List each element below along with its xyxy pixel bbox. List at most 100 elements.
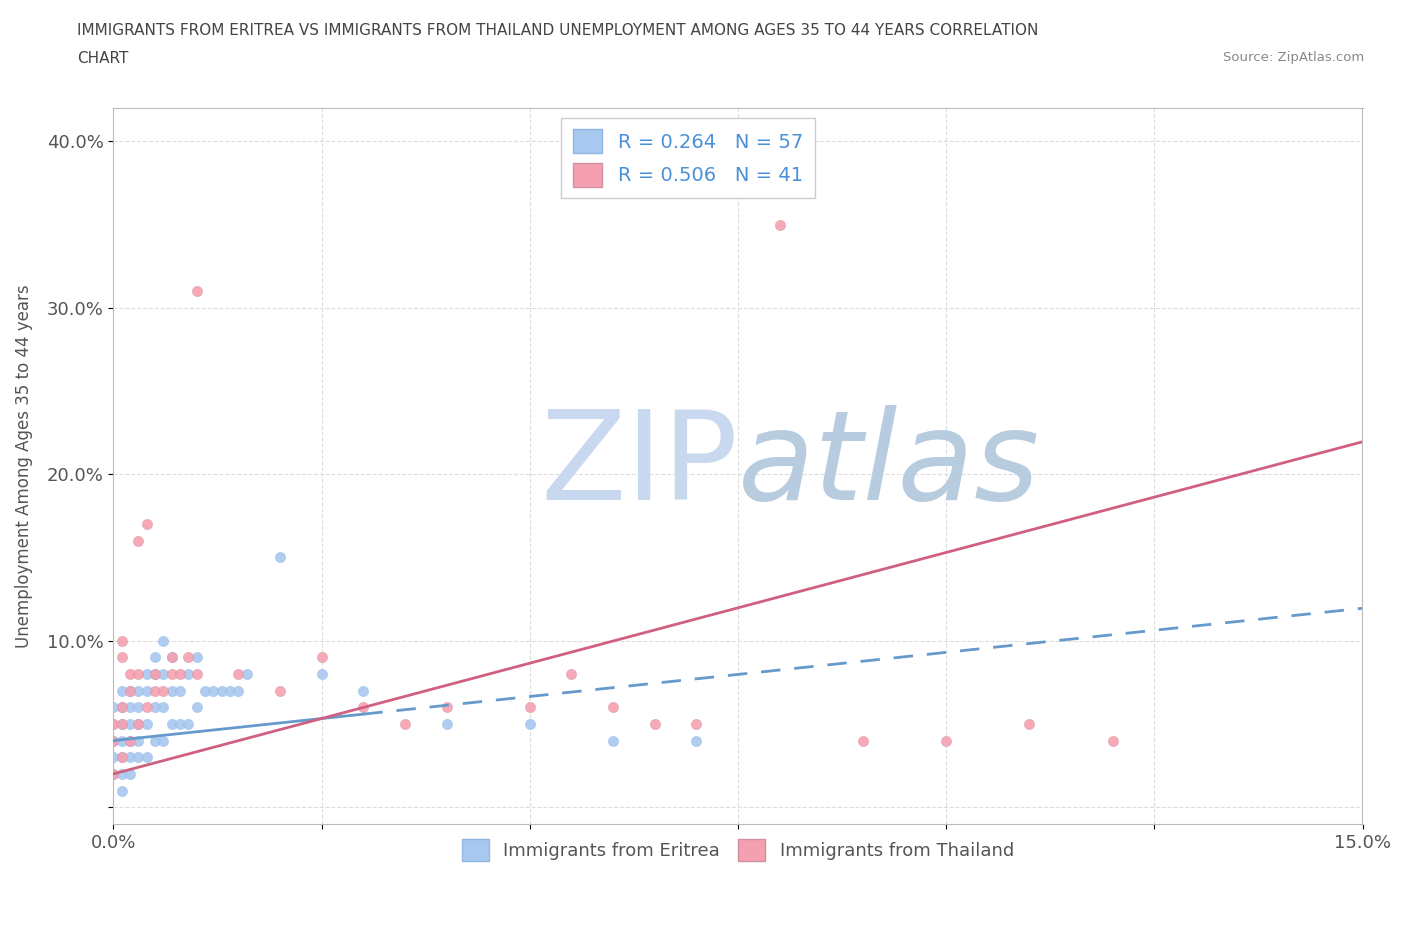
Point [111,650,134,665]
Point [152,733,174,748]
Point [103,733,125,748]
Point [143,650,166,665]
Point [111,684,134,698]
Point [127,534,149,549]
Point [352,684,374,698]
Point [519,716,541,731]
Text: atlas: atlas [738,405,1040,526]
Point [127,716,149,731]
Point [111,733,134,748]
Point [160,650,183,665]
Point [127,750,149,764]
Point [103,716,125,731]
Point [235,667,257,682]
Point [143,684,166,698]
Point [211,684,233,698]
Legend: Immigrants from Eritrea, Immigrants from Thailand: Immigrants from Eritrea, Immigrants from… [454,832,1021,869]
Point [394,716,416,731]
Point [120,667,142,682]
Point [127,733,149,748]
Point [111,750,134,764]
Point [269,684,291,698]
Point [120,766,142,781]
Y-axis label: Unemployment Among Ages 35 to 44 years: Unemployment Among Ages 35 to 44 years [15,284,32,647]
Point [120,733,142,748]
Point [186,667,208,682]
Point [135,700,157,715]
Point [152,684,174,698]
Point [436,700,458,715]
Point [135,750,157,764]
Point [436,716,458,731]
Point [152,700,174,715]
Point [768,217,790,232]
Point [602,700,624,715]
Point [1101,733,1123,748]
Point [135,684,157,698]
Point [143,733,166,748]
Point [111,700,134,715]
Point [219,684,242,698]
Point [120,733,142,748]
Point [120,684,142,698]
Point [143,667,166,682]
Point [311,667,333,682]
Point [177,716,200,731]
Point [103,733,125,748]
Point [120,684,142,698]
Point [177,650,200,665]
Point [127,700,149,715]
Point [111,633,134,648]
Point [111,783,134,798]
Point [269,550,291,565]
Point [1018,716,1040,731]
Point [127,716,149,731]
Point [186,650,208,665]
Point [228,684,250,698]
Point [186,284,208,299]
Point [152,667,174,682]
Point [602,733,624,748]
Point [120,750,142,764]
Point [935,733,957,748]
Point [143,667,166,682]
Point [111,700,134,715]
Point [135,716,157,731]
Point [560,667,582,682]
Point [127,667,149,682]
Point [120,716,142,731]
Text: IMMIGRANTS FROM ERITREA VS IMMIGRANTS FROM THAILAND UNEMPLOYMENT AMONG AGES 35 T: IMMIGRANTS FROM ERITREA VS IMMIGRANTS FR… [77,23,1039,38]
Point [160,684,183,698]
Text: CHART: CHART [77,51,129,66]
Point [169,716,191,731]
Point [103,750,125,764]
Point [152,633,174,648]
Point [135,517,157,532]
Point [311,650,333,665]
Point [103,716,125,731]
Point [186,700,208,715]
Point [519,700,541,715]
Point [169,684,191,698]
Point [120,700,142,715]
Point [169,667,191,682]
Point [177,667,200,682]
Point [111,716,134,731]
Text: ZIP: ZIP [540,405,738,526]
Point [111,766,134,781]
Point [103,700,125,715]
Point [160,650,183,665]
Point [103,766,125,781]
Point [194,684,217,698]
Point [111,750,134,764]
Point [644,716,666,731]
Point [685,733,707,748]
Point [160,667,183,682]
Point [228,667,250,682]
Point [103,766,125,781]
Point [143,700,166,715]
Point [111,716,134,731]
Text: Source: ZipAtlas.com: Source: ZipAtlas.com [1223,51,1364,64]
Point [352,700,374,715]
Point [160,716,183,731]
